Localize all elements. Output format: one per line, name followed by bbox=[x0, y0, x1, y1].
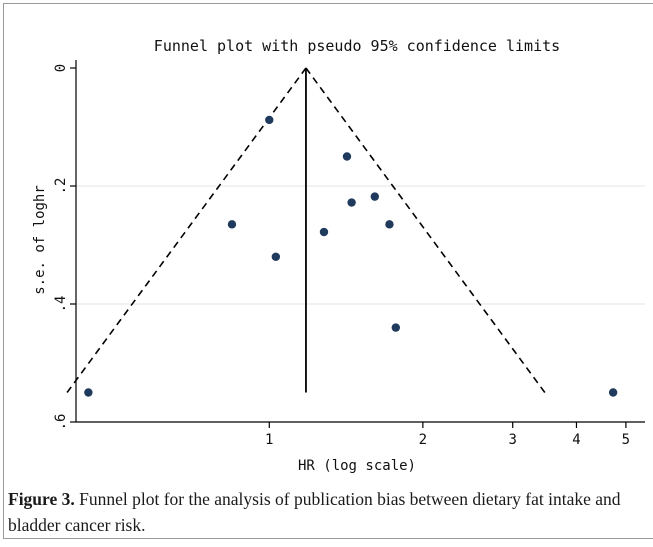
chart-title: Funnel plot with pseudo 95% confidence l… bbox=[154, 37, 560, 55]
y-tick-label: 0 bbox=[53, 64, 69, 72]
y-tick-label: .2 bbox=[53, 178, 69, 195]
data-point bbox=[271, 252, 281, 261]
caption-label: Figure 3. bbox=[8, 489, 75, 509]
figure-frame bbox=[3, 3, 653, 539]
grid-lines bbox=[76, 185, 645, 305]
x-tick-label: 5 bbox=[622, 432, 630, 448]
x-tick-label: 4 bbox=[572, 432, 580, 448]
data-point bbox=[319, 227, 329, 237]
funnel-right-limit bbox=[305, 67, 546, 393]
data-point bbox=[227, 220, 237, 229]
y-tick-label: .4 bbox=[53, 296, 69, 313]
y-axis-label: s.e. of loghr bbox=[32, 185, 48, 295]
funnel-lines bbox=[66, 67, 546, 393]
y-tick-label: .6 bbox=[53, 414, 69, 431]
data-point bbox=[84, 388, 93, 397]
x-tick-label: 1 bbox=[265, 432, 273, 448]
x-tick-label: 2 bbox=[419, 432, 427, 448]
caption-text: Funnel plot for the analysis of publicat… bbox=[8, 489, 621, 535]
axes: 0 .2 .4 .6 1 2 3 4 5 bbox=[53, 60, 645, 448]
data-point bbox=[608, 388, 618, 397]
x-axis-label: HR (log scale) bbox=[298, 458, 416, 474]
x-tick-label: 3 bbox=[508, 432, 516, 448]
data-point bbox=[370, 192, 380, 201]
figure-caption: Figure 3. Funnel plot for the analysis o… bbox=[8, 486, 653, 538]
data-point bbox=[385, 220, 394, 229]
data-points bbox=[84, 115, 618, 397]
data-point bbox=[391, 323, 401, 332]
data-point bbox=[342, 152, 352, 161]
data-point bbox=[265, 115, 274, 125]
data-point bbox=[347, 198, 356, 207]
funnel-plot: 0 .2 .4 .6 1 2 3 4 5 Funnel plot with pseudo 95%… bbox=[32, 37, 645, 474]
